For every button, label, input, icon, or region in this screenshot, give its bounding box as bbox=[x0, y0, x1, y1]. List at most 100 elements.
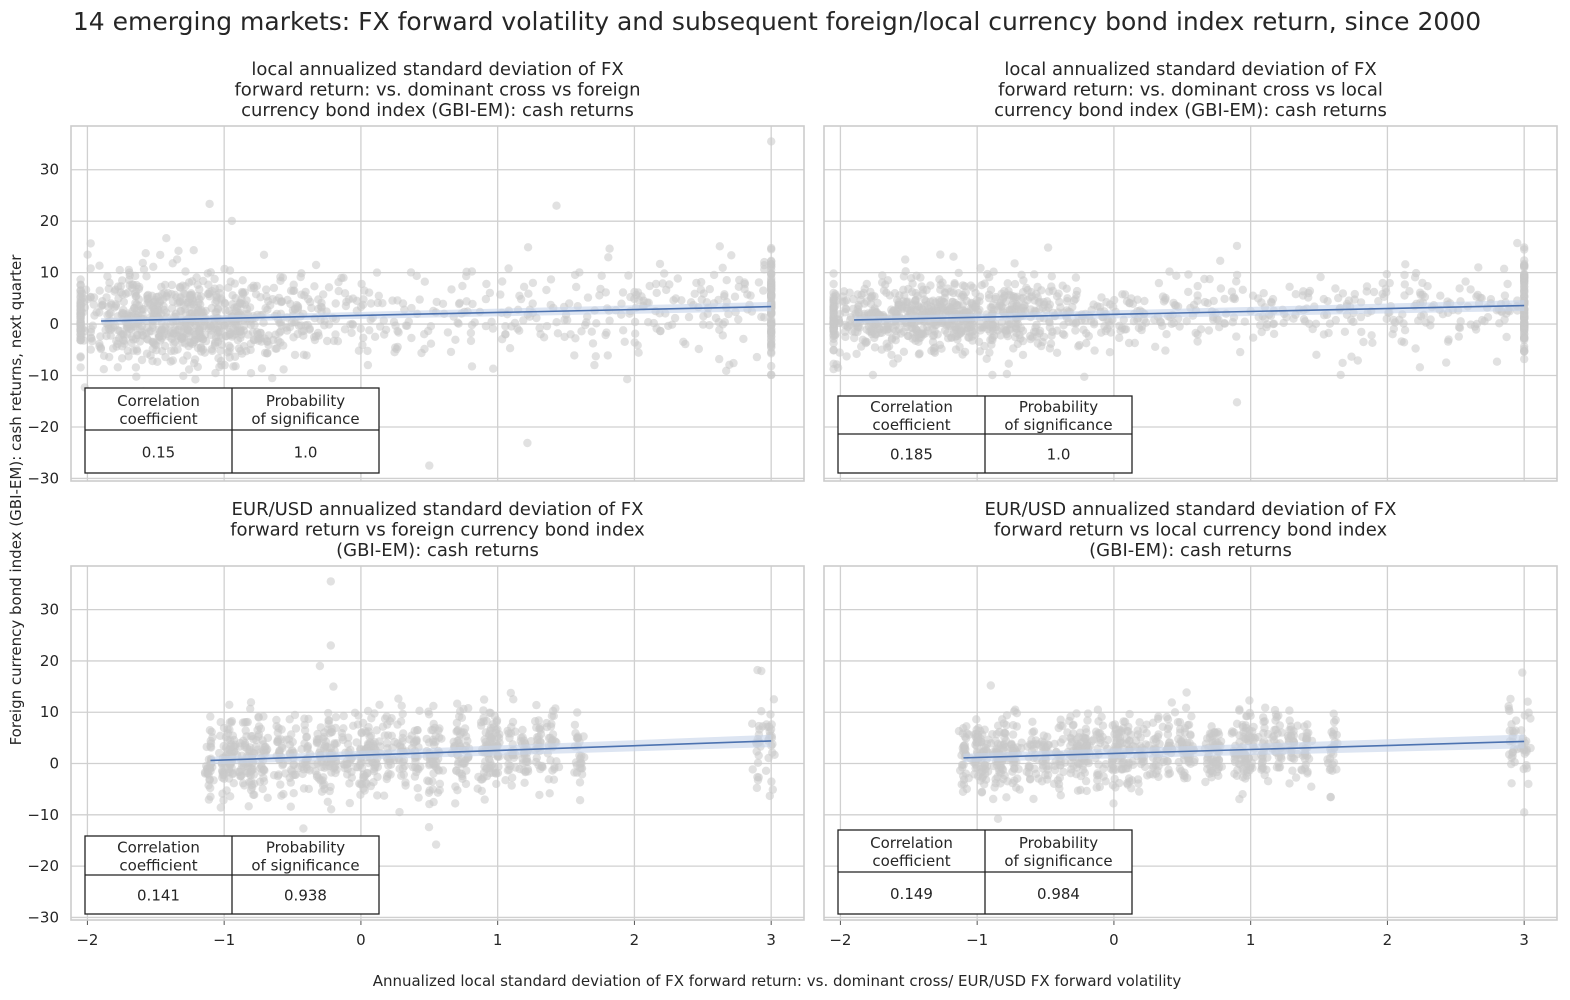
scatter-point bbox=[1165, 769, 1175, 778]
scatter-point bbox=[1116, 326, 1125, 335]
scatter-point bbox=[587, 327, 596, 336]
scatter-point bbox=[106, 326, 115, 335]
scatter-point bbox=[949, 329, 958, 338]
scatter-point bbox=[1298, 291, 1308, 300]
scatter-point bbox=[258, 784, 267, 794]
scatter-point bbox=[76, 280, 85, 289]
scatter-point bbox=[348, 320, 358, 330]
scatter-point bbox=[505, 765, 514, 774]
scatter-point bbox=[363, 768, 372, 778]
scatter-point bbox=[1165, 267, 1174, 276]
stats-table-header: Correlation bbox=[117, 839, 200, 857]
scatter-point bbox=[162, 234, 171, 243]
scatter-point bbox=[887, 350, 896, 360]
scatter-point bbox=[989, 794, 998, 804]
scatter-point bbox=[1331, 284, 1340, 293]
subplot-title-line: (GBI-EM): cash returns bbox=[1089, 540, 1292, 561]
scatter-point bbox=[372, 268, 382, 277]
scatter-point bbox=[767, 243, 776, 253]
scatter-point bbox=[451, 335, 460, 344]
scatter-point bbox=[1214, 756, 1224, 765]
confidence-band bbox=[210, 734, 772, 765]
scatter-point bbox=[212, 293, 221, 302]
scatter-point bbox=[432, 297, 441, 307]
scatter-point bbox=[302, 732, 312, 741]
scatter-point bbox=[1084, 331, 1094, 341]
scatter-point bbox=[571, 729, 580, 738]
scatter-point bbox=[370, 332, 380, 341]
scatter-point bbox=[227, 216, 237, 226]
y-tick-label: 0 bbox=[49, 315, 59, 333]
scatter-point bbox=[489, 364, 498, 373]
scatter-point bbox=[1135, 718, 1144, 727]
scatter-point bbox=[103, 272, 112, 281]
scatter-point bbox=[996, 779, 1005, 788]
scatter-point bbox=[565, 299, 574, 308]
scatter-point bbox=[225, 353, 234, 362]
scatter-point bbox=[175, 321, 185, 331]
scatter-point bbox=[645, 281, 654, 291]
scatter-point bbox=[139, 265, 149, 274]
scatter-point bbox=[644, 318, 653, 327]
scatter-point bbox=[1110, 295, 1119, 305]
scatter-point bbox=[624, 271, 633, 280]
scatter-point bbox=[840, 308, 850, 317]
scatter-point bbox=[293, 329, 302, 339]
scatter-point bbox=[1082, 339, 1091, 348]
scatter-point bbox=[152, 341, 161, 350]
scatter-point bbox=[602, 328, 611, 337]
scatter-point bbox=[754, 773, 763, 782]
regression-line bbox=[101, 305, 772, 322]
scatter-point bbox=[1076, 785, 1085, 795]
scatter-point bbox=[160, 280, 170, 290]
scatter-point bbox=[694, 344, 703, 354]
scatter-point bbox=[1055, 784, 1064, 793]
scatter-point bbox=[748, 719, 757, 728]
scatter-point bbox=[431, 840, 441, 849]
scatter-point bbox=[226, 792, 235, 801]
scatter-point bbox=[396, 741, 405, 750]
scatter-point bbox=[848, 327, 857, 336]
scatter-point bbox=[378, 299, 387, 308]
scatter-point bbox=[1522, 761, 1531, 770]
scatter-point bbox=[1028, 333, 1037, 342]
scatter-point bbox=[968, 319, 978, 329]
scatter-point bbox=[1030, 270, 1039, 279]
scatter-point bbox=[673, 274, 682, 283]
scatter-point bbox=[573, 708, 582, 717]
scatter-point bbox=[363, 360, 373, 370]
scatter-point bbox=[521, 757, 531, 767]
scatter-point bbox=[338, 733, 347, 742]
scatter-point bbox=[1018, 350, 1028, 360]
scatter-point bbox=[1323, 297, 1332, 306]
scatter-point bbox=[1024, 769, 1034, 778]
scatter-point bbox=[1089, 320, 1099, 329]
scatter-point bbox=[157, 347, 167, 356]
scatter-point bbox=[290, 710, 300, 720]
scatter-point bbox=[201, 769, 210, 778]
scatter-point bbox=[259, 250, 269, 259]
scatter-point bbox=[95, 286, 104, 295]
scatter-point bbox=[86, 345, 96, 354]
scatter-point bbox=[1382, 314, 1391, 324]
x-tick-label: 0 bbox=[356, 931, 366, 949]
scatter-point bbox=[250, 790, 259, 799]
scatter-point bbox=[752, 747, 761, 756]
scatter-point bbox=[413, 764, 422, 773]
scatter-point bbox=[699, 312, 708, 321]
scatter-point bbox=[1291, 290, 1301, 299]
scatter-point bbox=[1002, 793, 1011, 802]
scatter-point bbox=[1248, 291, 1258, 300]
scatter-point bbox=[238, 276, 247, 285]
scatter-point bbox=[1175, 322, 1184, 331]
scatter-point bbox=[289, 760, 298, 769]
scatter-point bbox=[570, 351, 579, 360]
scatter-point bbox=[1134, 323, 1144, 333]
scatter-point bbox=[76, 305, 85, 315]
scatter-point bbox=[181, 267, 190, 276]
scatter-point bbox=[1001, 327, 1011, 336]
scatter-point bbox=[605, 316, 614, 325]
scatter-point bbox=[259, 773, 268, 783]
scatter-point bbox=[1074, 342, 1083, 351]
